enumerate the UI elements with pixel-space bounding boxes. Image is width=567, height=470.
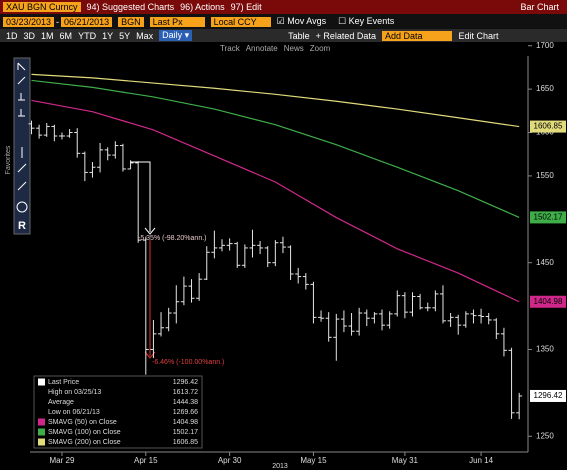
last-value-label: 1404.98 xyxy=(534,297,563,306)
legend-swatch xyxy=(38,378,45,386)
period-bar: 1D 3D 1M 6M YTD 1Y 5Y Max Daily ▾ Table + Related … xyxy=(0,29,567,42)
legend-label: SMAVG (100) on Close xyxy=(48,429,121,436)
frequency-button[interactable]: Daily ▾ xyxy=(159,30,193,41)
source[interactable]: BGN xyxy=(118,16,144,27)
legend-label: Average xyxy=(48,399,74,406)
legend-value: 1606.85 xyxy=(173,439,198,446)
icon xyxy=(17,62,26,71)
tool-icons xyxy=(16,62,28,213)
y-tick-label: 1250 xyxy=(536,431,554,440)
last-value-label: 1606.85 xyxy=(534,122,563,131)
icon: R xyxy=(18,220,26,232)
y-tick-label: 1450 xyxy=(536,258,554,267)
last-value-label: 1502.17 xyxy=(534,213,563,222)
period-button[interactable]: 3D xyxy=(23,30,36,41)
legend-label: SMAVG (50) on Close xyxy=(48,419,117,426)
last-value-label: 1296.42 xyxy=(534,391,563,400)
menu[interactable]: 96) Actions xyxy=(180,2,225,12)
annotation: -6.46% (-100.00%ann.) xyxy=(152,359,224,366)
x-tick-label: Jun 14 xyxy=(469,456,494,465)
legend-value: 1269.66 xyxy=(173,409,198,416)
last-value-box xyxy=(530,389,566,402)
y-tick-label: 1350 xyxy=(536,345,554,354)
tool-button[interactable]: Annotate xyxy=(245,43,278,53)
legend-value: 1296.42 xyxy=(173,379,198,386)
settings-bar: 03/23/2013 - 06/21/2013 BGN Last Px Loca… xyxy=(0,14,567,29)
legend-value: 1404.98 xyxy=(173,419,198,426)
icon xyxy=(18,109,25,117)
icon xyxy=(17,76,26,85)
x-tick-label: May 15 xyxy=(300,456,327,465)
y-tick-label: 1700 xyxy=(536,41,554,50)
x-tick-label: Mar 29 xyxy=(50,456,75,465)
y-tick-label: 1550 xyxy=(536,171,554,180)
menu[interactable]: 97) Edit xyxy=(230,2,262,12)
legend-value: 1613.72 xyxy=(173,389,198,396)
y-tick-label: 1650 xyxy=(536,84,554,93)
edit-chart-button[interactable]: Edit Chart xyxy=(458,30,499,41)
end-date[interactable]: 06/21/2013 xyxy=(61,16,113,27)
period-button[interactable]: 5Y xyxy=(119,30,131,41)
legend-value: 1502.17 xyxy=(173,429,198,436)
period-button[interactable]: 1M xyxy=(41,30,54,41)
security-field[interactable]: XAU BGN Curncy xyxy=(3,2,81,12)
tool-button[interactable]: News xyxy=(283,43,304,53)
x-tick-label: Apr 30 xyxy=(218,456,242,465)
moving-average-line xyxy=(31,99,520,303)
last-value-box xyxy=(530,211,566,224)
legend-label: Last Price xyxy=(48,379,79,386)
legend-box xyxy=(33,375,203,449)
period-button[interactable]: YTD xyxy=(78,30,97,41)
chart-kind: Bar Chart xyxy=(520,2,559,12)
legend-swatch xyxy=(38,438,45,446)
legend-label: Low on 06/21/13 xyxy=(48,409,100,416)
start-date[interactable]: 03/23/2013 xyxy=(3,16,55,27)
related-data-button[interactable]: + Related Data xyxy=(315,30,376,41)
legend-swatch xyxy=(38,428,45,436)
period-button[interactable]: 6M xyxy=(59,30,73,41)
mov-avgs-toggle[interactable]: ☑ Mov Avgs xyxy=(276,16,327,26)
period-button[interactable]: Max xyxy=(136,30,154,41)
drawing-toolbar[interactable] xyxy=(13,57,31,235)
legend-value: 1444.38 xyxy=(173,399,198,406)
x-axis-title: 2013 xyxy=(272,463,288,470)
period-button[interactable]: 1D xyxy=(6,30,18,41)
favorites-label[interactable]: Favorites xyxy=(5,145,12,174)
legend-label: High on 03/25/13 xyxy=(48,389,101,396)
separator: - xyxy=(56,16,60,27)
period-button[interactable]: 1Y xyxy=(102,30,114,41)
currency[interactable]: Local CCY xyxy=(210,16,271,27)
tools-bar: Track Annotate News Zoom xyxy=(220,42,420,54)
x-tick-label: Apr 15 xyxy=(134,456,158,465)
last-value-box xyxy=(530,295,566,308)
legend-swatch xyxy=(38,418,45,426)
field[interactable]: Last Px xyxy=(149,16,205,27)
x-tick-label: May 31 xyxy=(392,456,419,465)
moving-average-line xyxy=(31,73,520,128)
key-events-toggle[interactable]: ☐ Key Events xyxy=(338,16,395,26)
label: Key Events xyxy=(348,16,395,26)
add-data-field[interactable]: Add Data xyxy=(381,30,453,41)
legend-label: SMAVG (200) on Close xyxy=(48,439,121,446)
icon xyxy=(17,163,27,173)
tool-button[interactable]: Track xyxy=(220,43,240,53)
last-value-box xyxy=(530,120,566,133)
icon xyxy=(17,181,27,191)
icon xyxy=(16,201,28,213)
table-button[interactable]: Table xyxy=(288,30,310,41)
tool-button[interactable]: Zoom xyxy=(309,43,331,53)
label: Mov Avgs xyxy=(287,16,327,26)
menu[interactable]: 94) Suggested Charts xyxy=(86,2,175,12)
icon xyxy=(18,93,25,101)
moving-average-line xyxy=(31,79,520,218)
annotation: -5.35% (-98.20%ann.) xyxy=(138,235,206,242)
top-bar: XAU BGN Curncy 94) Suggested Charts 96) … xyxy=(0,0,567,14)
measure-line xyxy=(130,161,156,235)
